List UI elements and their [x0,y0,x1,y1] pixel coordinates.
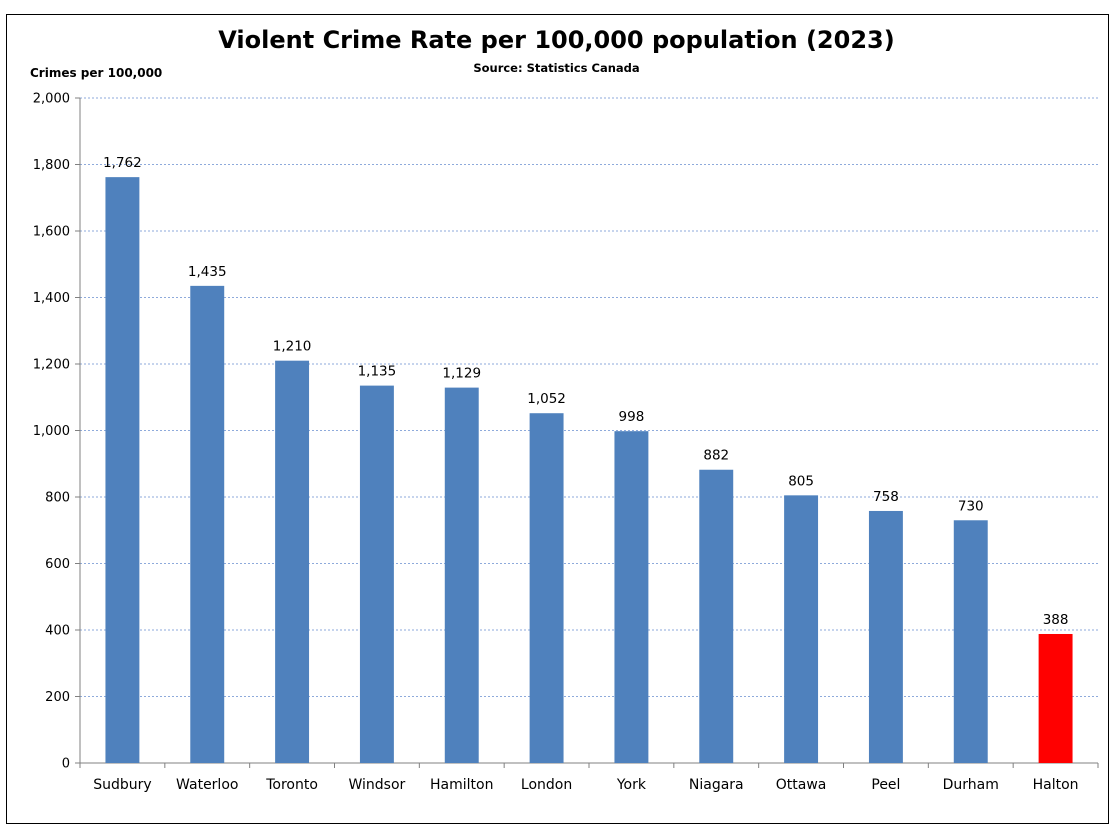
y-tick-label: 1,000 [33,424,70,439]
y-tick-label: 1,600 [33,225,70,240]
bar [868,510,903,763]
x-tick-label: London [521,777,572,793]
bar [953,520,988,763]
bar [359,385,394,763]
bar [190,285,225,763]
y-tick-label: 2,000 [33,92,70,107]
bar [275,360,310,763]
bar [529,413,564,763]
x-tick-label: Halton [1033,777,1079,793]
x-tick-label: York [616,777,647,793]
y-axis-label: Crimes per 100,000 [30,66,163,80]
bar [699,469,734,763]
y-tick-label: 400 [45,624,70,639]
data-label: 1,435 [188,264,227,280]
x-tick-label: Hamilton [430,777,493,793]
x-tick-label: Windsor [349,777,406,793]
data-label: 730 [958,498,984,514]
x-tick-label: Peel [871,777,900,793]
chart-title: Violent Crime Rate per 100,000 populatio… [218,26,895,54]
data-label: 1,135 [358,364,397,380]
data-label: 758 [873,489,899,505]
y-tick-label: 200 [45,690,70,705]
data-label: 882 [703,448,729,464]
y-tick-label: 1,200 [33,358,70,373]
data-label: 998 [619,409,645,425]
data-label: 1,052 [527,391,566,407]
bar [614,431,649,763]
bar [1038,633,1073,763]
data-label: 805 [788,473,814,489]
x-tick-label: Durham [943,777,999,793]
x-tick-label: Niagara [689,777,744,793]
chart-subtitle: Source: Statistics Canada [473,61,640,75]
data-label: 1,129 [442,366,481,382]
bar [784,495,819,763]
y-tick-label: 0 [62,757,70,772]
y-tick-label: 1,800 [33,158,70,173]
x-tick-label: Ottawa [776,777,827,793]
x-tick-label: Sudbury [93,777,151,793]
bar [105,177,140,763]
y-tick-label: 600 [45,557,70,572]
y-tick-label: 1,400 [33,291,70,306]
data-label: 388 [1043,612,1069,628]
data-label: 1,762 [103,155,142,171]
data-label: 1,210 [273,339,312,355]
y-tick-label: 800 [45,491,70,506]
x-tick-label: Waterloo [176,777,238,793]
bar [444,387,479,763]
x-tick-label: Toronto [265,777,318,793]
